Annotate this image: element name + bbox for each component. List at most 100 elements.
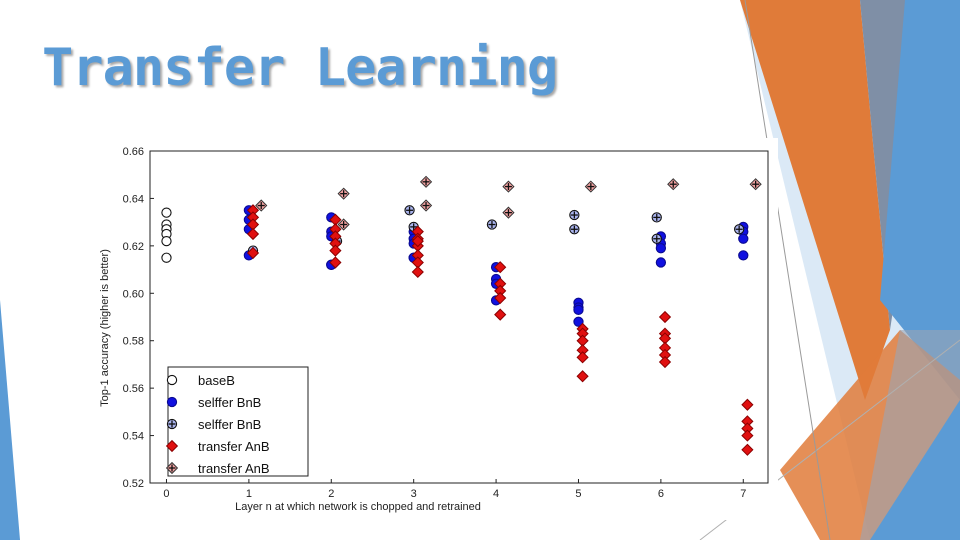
y-tick-label: 0.60 (123, 288, 144, 300)
data-point-series-4 (502, 206, 515, 219)
data-point-series-4 (337, 218, 350, 231)
axes-frame (149, 150, 769, 484)
legend-marker-shape (166, 396, 178, 408)
data-point-series-1 (655, 257, 667, 268)
legend-marker (165, 439, 179, 453)
tick-labels: 0 1 2 3 4 5 6 7 0.52 0.54 0.56 0.58 0.60 0.62 0.64 0.66 (123, 146, 747, 500)
data-point-series-0 (161, 207, 172, 218)
x-tick-label: 1 (246, 488, 252, 500)
data-point-series-4 (419, 199, 433, 212)
x-tick-label: 4 (493, 488, 499, 500)
data-point-series-3-shape (411, 265, 424, 279)
y-axis-label: Top-1 accuracy (higher is better) (99, 249, 111, 407)
data-point-series-3 (246, 246, 260, 260)
data-point-series-3 (411, 265, 424, 279)
x-tick-label: 6 (658, 488, 664, 500)
legend-label: baseB (198, 373, 235, 388)
data-point-series-1 (738, 250, 749, 261)
data-point-series-1-shape (573, 316, 584, 327)
y-tick-label: 0.64 (123, 193, 144, 205)
right-blue-shape (880, 0, 960, 400)
y-tick-label: 0.62 (123, 241, 144, 253)
plot-frame (149, 150, 769, 484)
data-point-series-3 (494, 261, 507, 274)
data-point-series-3-shape (246, 227, 260, 241)
data-point-series-3-shape (576, 351, 589, 364)
data-point-series-4 (419, 175, 433, 188)
data-point-series-3 (494, 308, 507, 321)
right-bottom-blue-shape (870, 400, 960, 540)
legend: baseB selffer BnB selffer BnB transfer AnB t… (165, 366, 309, 477)
data-point-series-1-shape (738, 233, 749, 244)
legend-label: transfer AnB (198, 439, 270, 454)
data-point-series-1 (573, 304, 584, 316)
x-tick-label: 3 (411, 488, 417, 500)
data-point-series-2 (651, 233, 662, 244)
data-point-series-1 (573, 316, 584, 327)
data-point-series-4 (502, 180, 515, 193)
data-point-series-2 (569, 224, 580, 235)
legend-label: selffer BnB (198, 395, 261, 410)
x-tick-label: 5 (575, 488, 581, 500)
data-point-series-1 (738, 233, 749, 244)
y-tick-label: 0.52 (123, 478, 144, 490)
data-point-series-3-shape (329, 244, 342, 257)
data-point-series-3 (658, 355, 672, 369)
data-point-series-3-shape (658, 310, 672, 324)
deco-line (744, 0, 831, 540)
data-point-series-1-shape (573, 304, 584, 316)
legend-marker-shape (166, 374, 178, 386)
y-tick-label: 0.54 (123, 431, 144, 443)
data-point-series-3-shape (246, 246, 260, 260)
legend-marker (166, 418, 178, 430)
legend-marker (166, 374, 178, 386)
data-point-series-3 (741, 443, 754, 456)
data-point-series-3 (329, 244, 342, 257)
y-tick-label: 0.56 (123, 383, 144, 395)
data-point-series-3 (246, 227, 260, 241)
data-point-series-3 (658, 310, 672, 324)
data-point-series-3-shape (494, 291, 507, 305)
data-point-series-0-shape (161, 235, 172, 247)
y-tick-label: 0.66 (123, 146, 144, 158)
x-tick-label: 2 (328, 488, 334, 500)
x-tick-label: 7 (740, 488, 746, 500)
data-point-series-0 (161, 235, 172, 247)
data-point-series-1-shape (655, 243, 667, 254)
data-point-series-3 (576, 351, 589, 364)
data-point-series-0 (161, 252, 172, 263)
right-orange-shape (740, 0, 890, 400)
data-point-series-3-shape (411, 235, 424, 248)
data-point-series-3-shape (494, 308, 507, 321)
data-points (161, 175, 762, 456)
data-point-series-4 (255, 199, 268, 212)
data-point-series-3-shape (741, 398, 754, 411)
slide-title: Transfer Learning (42, 38, 558, 98)
data-point-series-0-shape (161, 252, 172, 263)
data-point-series-4 (667, 178, 680, 191)
scatter-chart: 0 1 2 3 4 5 6 7 0.52 0.54 0.56 0.58 0.60 0.62 0.64 0.66… (99, 146, 769, 513)
chart-panel: 0 1 2 3 4 5 6 7 0.52 0.54 0.56 0.58 0.60 0.62 0.64 0.66… (92, 138, 778, 520)
data-point-series-3 (411, 235, 424, 248)
legend-marker (165, 461, 179, 475)
data-point-series-3-shape (741, 443, 754, 456)
legend-label: selffer BnB (198, 417, 261, 432)
data-point-series-2 (404, 205, 415, 216)
data-point-series-3-shape (329, 256, 342, 269)
data-point-series-2 (651, 212, 662, 223)
data-point-series-3-shape (494, 261, 507, 274)
legend-label: transfer AnB (198, 461, 270, 476)
data-point-series-1-shape (738, 250, 749, 261)
y-tick-label: 0.58 (123, 336, 144, 348)
data-point-series-4 (337, 187, 350, 200)
data-point-series-3-shape (741, 429, 754, 442)
legend-box (167, 366, 309, 477)
data-point-series-3 (329, 256, 342, 269)
x-tick-label: 0 (163, 488, 169, 500)
data-point-series-3 (576, 370, 589, 383)
data-point-series-2 (486, 219, 498, 230)
data-point-series-1-shape (655, 257, 667, 268)
data-point-series-4 (749, 178, 762, 191)
data-point-series-0-shape (161, 207, 172, 218)
